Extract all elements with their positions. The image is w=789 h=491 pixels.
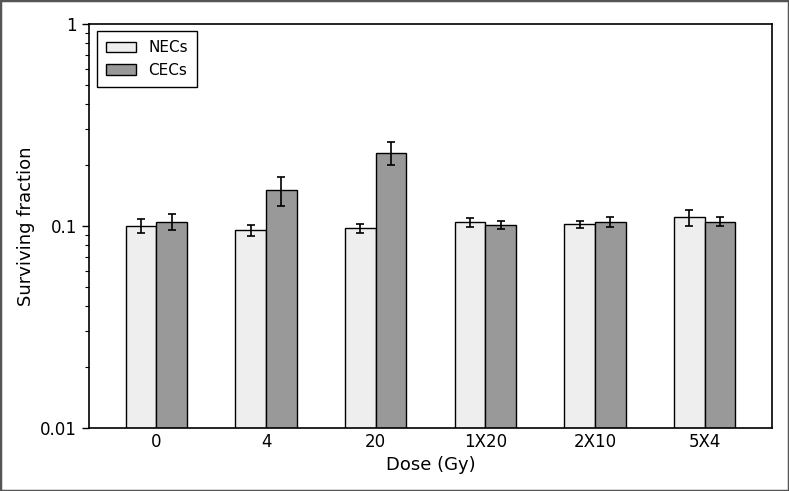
Bar <box>454 222 485 491</box>
Bar <box>485 225 516 491</box>
Bar <box>156 221 187 491</box>
X-axis label: Dose (Gy): Dose (Gy) <box>386 456 476 474</box>
Bar <box>125 226 156 491</box>
Bar <box>376 153 406 491</box>
Bar <box>595 221 626 491</box>
Y-axis label: Surviving fraction: Surviving fraction <box>17 146 35 305</box>
Bar <box>266 190 297 491</box>
Bar <box>235 230 266 491</box>
Bar <box>345 228 376 491</box>
Bar <box>705 221 735 491</box>
Bar <box>674 218 705 491</box>
Legend: NECs, CECs: NECs, CECs <box>96 31 197 87</box>
Bar <box>564 224 595 491</box>
